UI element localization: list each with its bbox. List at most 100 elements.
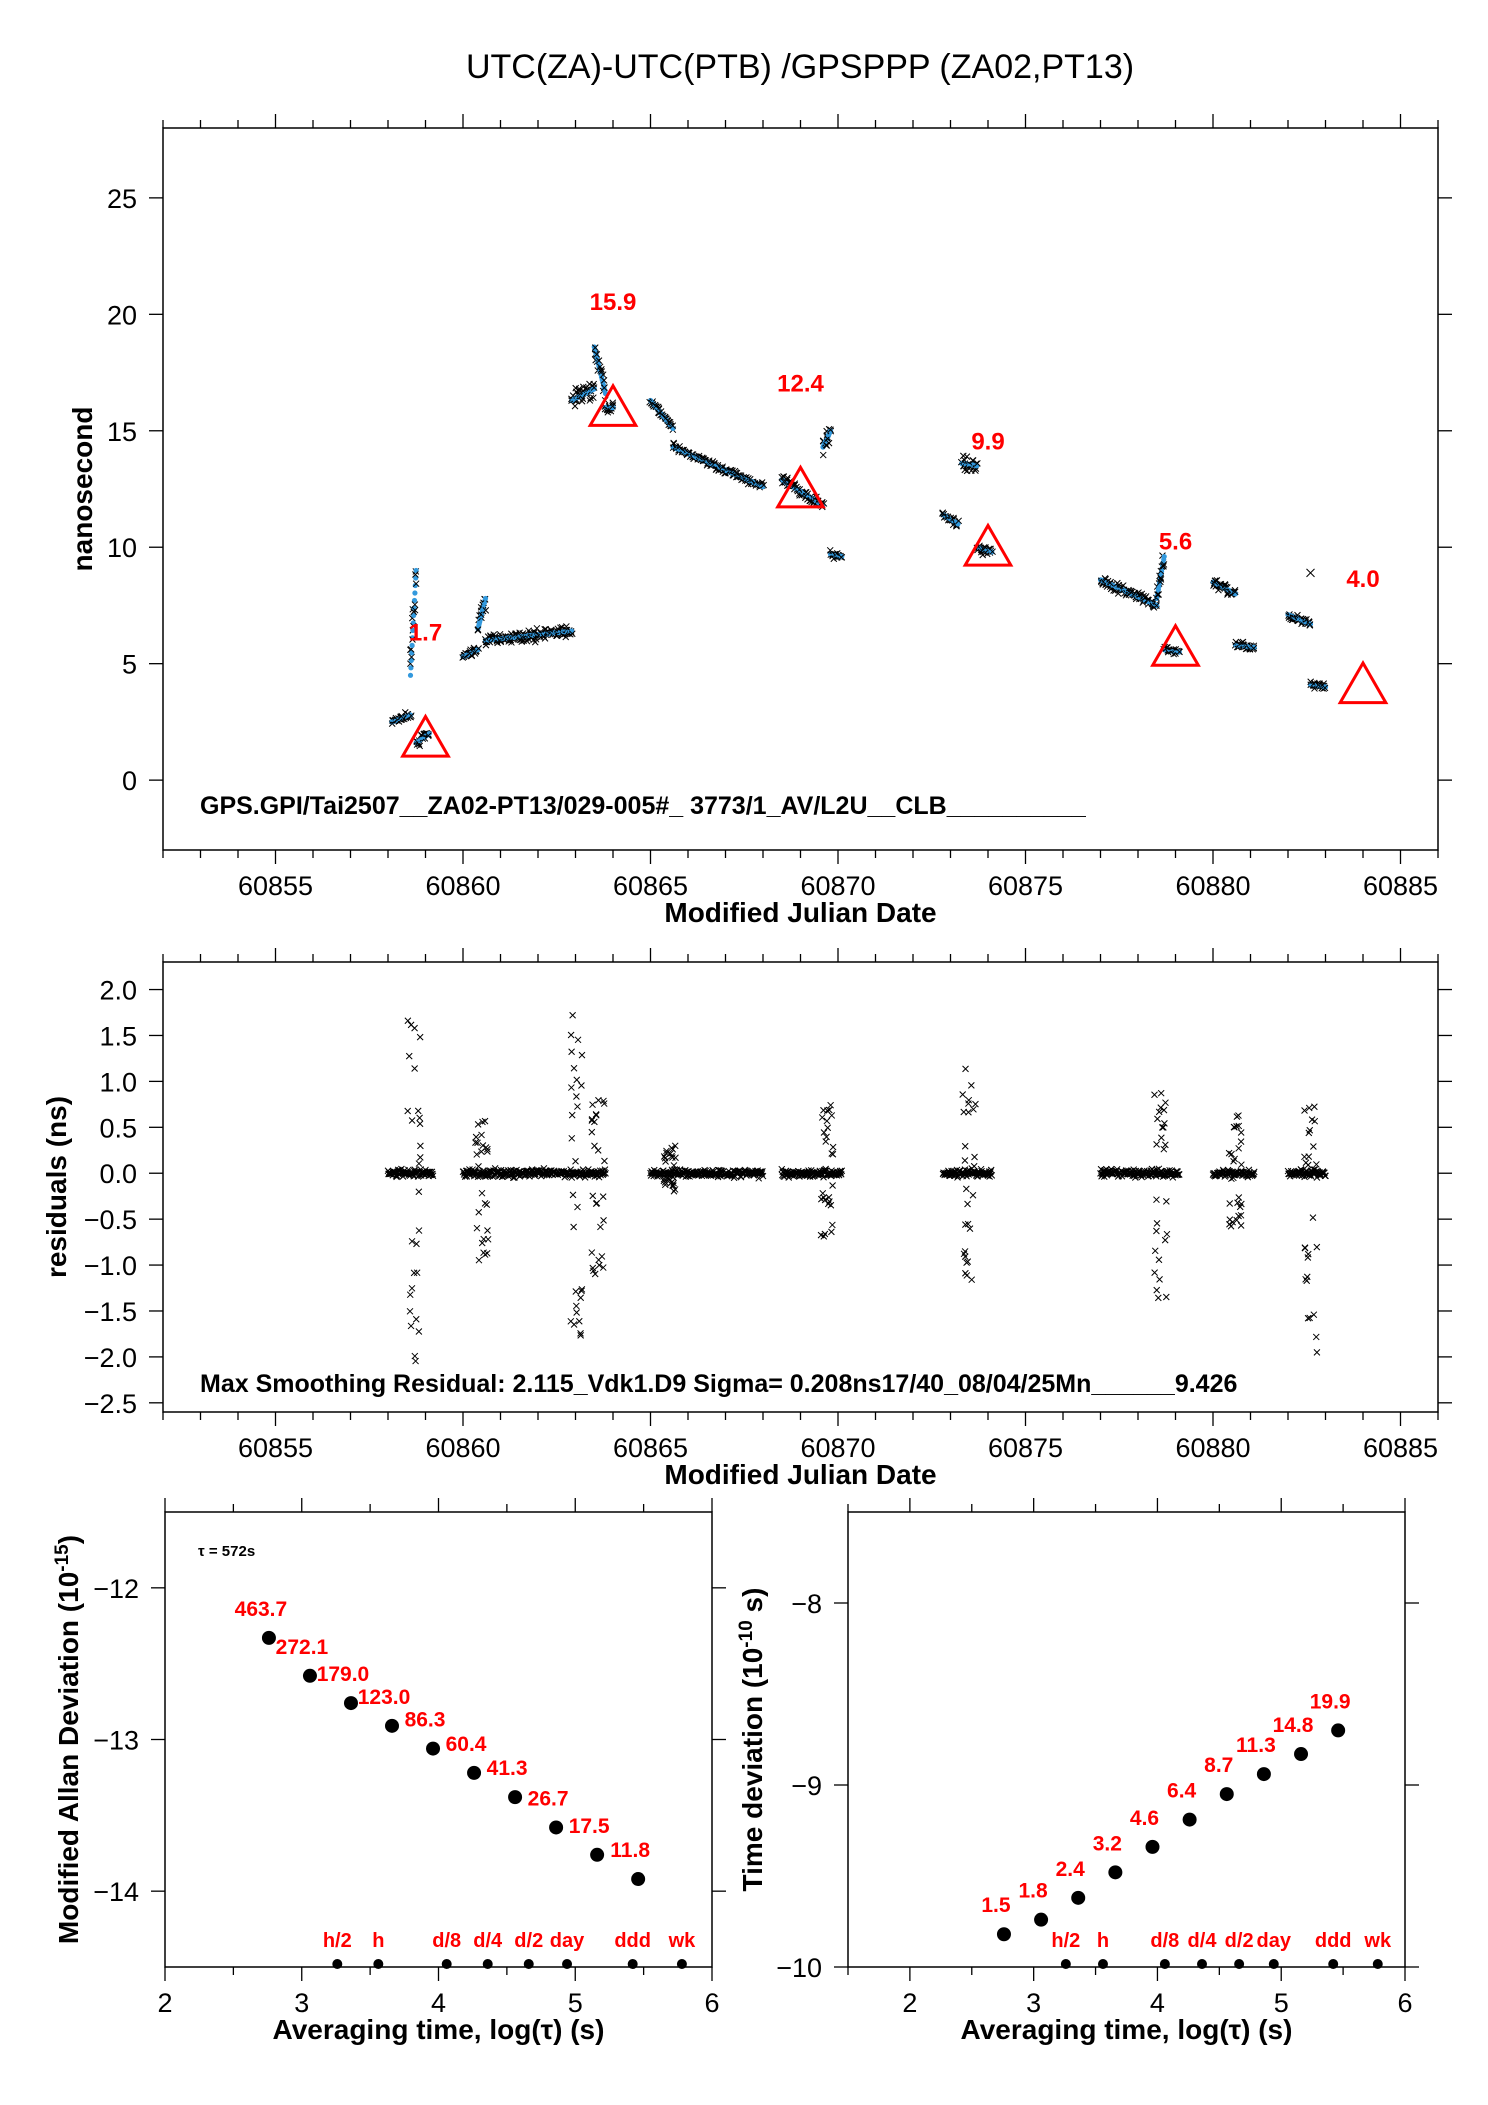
residual-point [1226,1200,1234,1207]
residual-point [820,1129,828,1136]
data-point [1250,645,1258,652]
residual-point [1235,1212,1242,1220]
residual-point [1154,1294,1162,1302]
residual-point [1235,1112,1242,1119]
data-point [609,402,616,410]
residual-point [567,1031,575,1039]
residual-cluster [1209,1166,1258,1182]
y-tick-label: −12 [93,1574,139,1604]
data-point [599,371,607,379]
residual-point [573,1093,580,1100]
tau-note: τ = 572s [198,1543,255,1560]
y-tick-label: −13 [93,1726,139,1756]
residual-point [1235,1194,1243,1201]
x-tick-label: 60875 [988,871,1063,901]
residual-point [968,1165,976,1172]
data-point [589,394,597,402]
residual-point [820,1106,827,1114]
residual-point [1225,1149,1233,1157]
residual-point [1157,1104,1165,1111]
residual-burst [817,1101,837,1240]
residual-point [1313,1161,1320,1168]
residual-point [1235,1122,1243,1130]
residual-point [481,1251,489,1258]
deviation-point [1182,1812,1197,1827]
residual-cluster [778,1165,846,1181]
data-segment [1097,575,1160,611]
residual-point [672,1154,679,1162]
residual-point [572,1157,579,1165]
daily-value-label: 5.6 [1159,529,1192,556]
data-point [590,384,598,391]
deviation-point [1034,1912,1049,1927]
y-axis-label: residuals (ns) [41,1096,72,1278]
residual-point [578,1287,585,1295]
residual-point [577,1294,585,1302]
deviation-point [508,1790,523,1805]
deviation-value-label: 26.7 [528,1787,569,1810]
residual-point [1162,1293,1170,1301]
y-tick-label: 0.0 [99,1159,137,1189]
x-tick-label: 60870 [800,871,875,901]
time-marker-label: wk [668,1930,697,1952]
residual-point [411,1024,418,1032]
y-tick-label: −14 [93,1877,139,1907]
residual-point [591,1142,598,1150]
time-marker-label: wk [1363,1930,1392,1952]
time-marker-dot [562,1959,573,1969]
residual-point [827,1201,835,1209]
residual-point [589,1101,596,1109]
x-tick-label: 5 [568,1988,583,2018]
data-point [568,630,576,638]
residual-burst [1301,1103,1321,1356]
residual-point [577,1330,584,1337]
daily-value-label: 4.0 [1346,566,1379,593]
deviation-point [549,1820,564,1835]
residual-point [405,1052,413,1060]
data-segment [1210,577,1239,598]
residual-point [1309,1214,1317,1221]
x-axis-label: Averaging time, log(τ) (s) [273,2014,605,2045]
residual-point [461,1173,469,1181]
smoothed-point [411,612,417,619]
y-tick-label: −1.0 [84,1251,137,1281]
residual-point [828,1150,836,1157]
y-tick-label: 10 [107,533,137,563]
residual-point [574,1203,581,1211]
residual-point [600,1217,607,1224]
residual-point [406,1291,414,1299]
x-axis-label: Modified Julian Date [664,897,936,928]
residual-point [1156,1275,1163,1283]
data-segment [406,567,420,678]
residual-point [987,1168,995,1175]
time-marker-dot [1268,1959,1279,1969]
data-point [989,548,996,556]
data-point [412,580,420,588]
residual-point [1153,1286,1161,1294]
daily-triangle-marker [1337,659,1389,705]
residual-point [472,1133,480,1141]
deviation-value-label: 1.5 [981,1894,1011,1917]
deviation-value-label: 11.3 [1236,1734,1276,1757]
residual-cluster [939,1165,996,1181]
residual-point [1153,1219,1161,1227]
data-point [407,712,415,720]
residual-point [416,1153,424,1161]
modified-allan-panel: 2 3 4 5 6 −12 −13 −14 Averaging time, log(τ) (s)… [52,1498,726,2045]
residual-point [1235,1144,1243,1152]
time-marker-label: d/2 [1225,1930,1254,1952]
data-point [819,451,827,459]
residual-point [1311,1103,1318,1111]
deviation-value-label: 19.9 [1310,1690,1351,1713]
y-tick-label: −10 [776,1953,822,1983]
residual-burst [567,1011,586,1339]
residual-point [417,1142,424,1150]
residual-point [670,1179,678,1187]
residual-point [1157,1089,1165,1097]
residual-point [1250,1170,1258,1177]
residual-point [959,1091,967,1098]
residual-point [1302,1159,1310,1167]
residual-point [664,1174,672,1182]
data-segment [481,623,576,649]
residual-point [822,1165,830,1173]
